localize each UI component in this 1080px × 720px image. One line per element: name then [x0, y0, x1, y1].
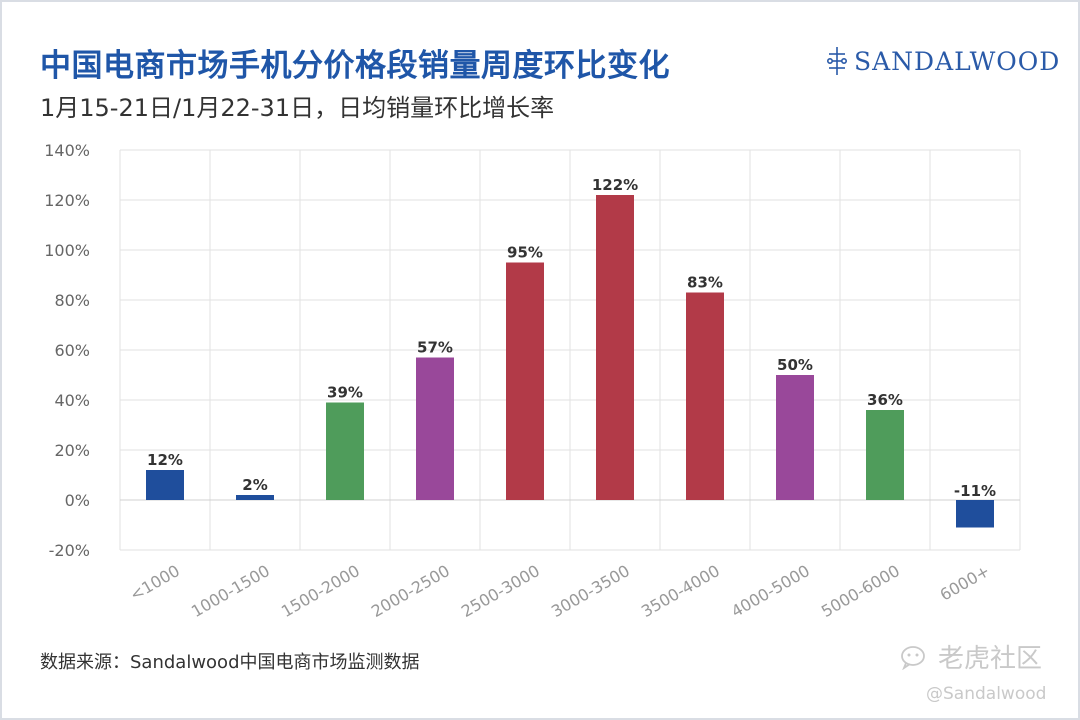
bar [686, 292, 724, 500]
x-tick-label: 6000+ [937, 561, 993, 605]
data-label: 12% [147, 451, 183, 469]
x-tick-label: 3000-3500 [548, 561, 633, 621]
watermark: 老虎社区 [900, 638, 1042, 675]
y-tick-label: 140% [44, 141, 90, 160]
data-label: 2% [242, 476, 267, 494]
data-label: 83% [687, 274, 723, 292]
bar [506, 262, 544, 500]
sandalwood-logo-icon [826, 47, 848, 75]
data-label: 95% [507, 244, 543, 262]
bar [776, 375, 814, 500]
y-tick-label: 0% [65, 491, 90, 510]
bar [866, 410, 904, 500]
x-tick-label: 5000-6000 [818, 561, 903, 621]
bar [956, 500, 994, 528]
chart-subtitle: 1月15-21日/1月22-31日，日均销量环比增长率 [40, 94, 555, 122]
data-label: 122% [592, 176, 638, 194]
data-label: 50% [777, 356, 813, 374]
y-tick-label: -20% [49, 541, 90, 560]
y-tick-label: 20% [54, 441, 90, 460]
y-tick-label: 120% [44, 191, 90, 210]
x-tick-label: <1000 [127, 561, 183, 605]
x-tick-label: 2500-3000 [458, 561, 543, 621]
y-tick-label: 100% [44, 241, 90, 260]
bar [416, 357, 454, 500]
y-tick-label: 40% [54, 391, 90, 410]
x-tick-label: 1500-2000 [278, 561, 363, 621]
bar [236, 495, 274, 500]
bar [596, 195, 634, 500]
y-tick-label: 80% [54, 291, 90, 310]
bar [146, 470, 184, 500]
data-label: 36% [867, 391, 903, 409]
y-tick-label: 60% [54, 341, 90, 360]
chart-title: 中国电商市场手机分价格段销量周度环比变化 [40, 48, 670, 84]
logo-text: SANDALWOOD [854, 46, 1061, 76]
x-tick-label: 1000-1500 [188, 561, 273, 621]
data-label: 39% [327, 384, 363, 402]
watermark-text: 老虎社区 [938, 644, 1043, 674]
x-tick-label: 3500-4000 [638, 561, 723, 621]
data-source-note: 数据来源：Sandalwood中国电商市场监测数据 [40, 652, 420, 673]
data-label: -11% [954, 482, 996, 500]
brand-logo: SANDALWOOD [826, 44, 1060, 78]
wechat-icon [901, 645, 925, 670]
x-tick-label: 4000-5000 [728, 561, 813, 621]
x-tick-label: 2000-2500 [368, 561, 453, 621]
watermark-handle: @Sandalwood [926, 684, 1047, 704]
bar [326, 402, 364, 500]
data-label: 57% [417, 339, 453, 357]
